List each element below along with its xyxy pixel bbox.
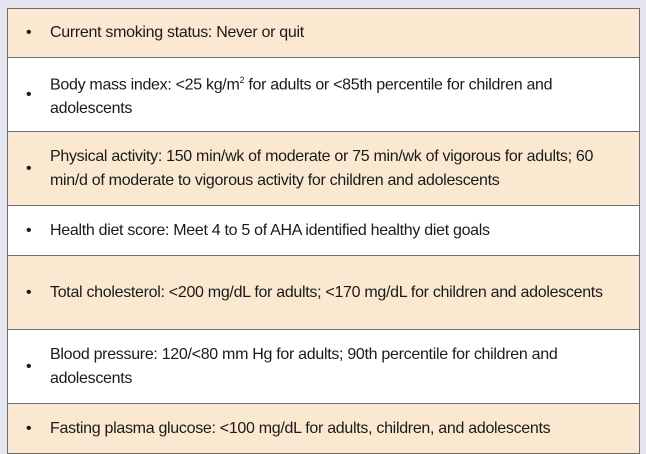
- list-item: • Current smoking status: Never or quit: [8, 9, 639, 57]
- list-item: • Fasting plasma glucose: <100 mg/dL for …: [8, 403, 639, 453]
- text-part: Body mass index: <25 kg/m: [50, 76, 240, 94]
- bullet: •: [26, 24, 32, 41]
- list-item: • Total cholesterol: <200 mg/dL for adult…: [8, 255, 639, 329]
- bullet: •: [26, 85, 32, 103]
- item-text: Total cholesterol: <200 mg/dL for adults…: [50, 283, 603, 301]
- item-text: Blood pressure: 120/<80 mm Hg for adults…: [50, 345, 558, 387]
- item-text: Fasting plasma glucose: <100 mg/dL for a…: [50, 419, 551, 437]
- item-text: Physical activity: 150 min/wk of moderat…: [50, 147, 594, 189]
- bullet: •: [26, 283, 32, 301]
- bullet: •: [26, 357, 32, 375]
- list-item: • Health diet score: Meet 4 to 5 of AHA i…: [8, 205, 639, 255]
- list-item: • Blood pressure: 120/<80 mm Hg for adult…: [8, 329, 639, 403]
- bullet: •: [26, 159, 32, 177]
- bullet: •: [26, 221, 32, 239]
- item-text: Current smoking status: Never or quit: [50, 24, 304, 41]
- list-item: • Physical activity: 150 min/wk of modera…: [8, 131, 639, 205]
- criteria-table: • Current smoking status: Never or quit •…: [7, 8, 640, 454]
- bullet: •: [26, 419, 32, 437]
- list-item: • Body mass index: <25 kg/m2 for adults o…: [8, 57, 639, 131]
- superscript: 2: [239, 74, 245, 85]
- item-text: Body mass index: <25 kg/m2 for adults or…: [50, 68, 619, 121]
- text-part: for adults or <85th percentile for child…: [50, 76, 553, 118]
- item-text: Health diet score: Meet 4 to 5 of AHA id…: [50, 221, 490, 239]
